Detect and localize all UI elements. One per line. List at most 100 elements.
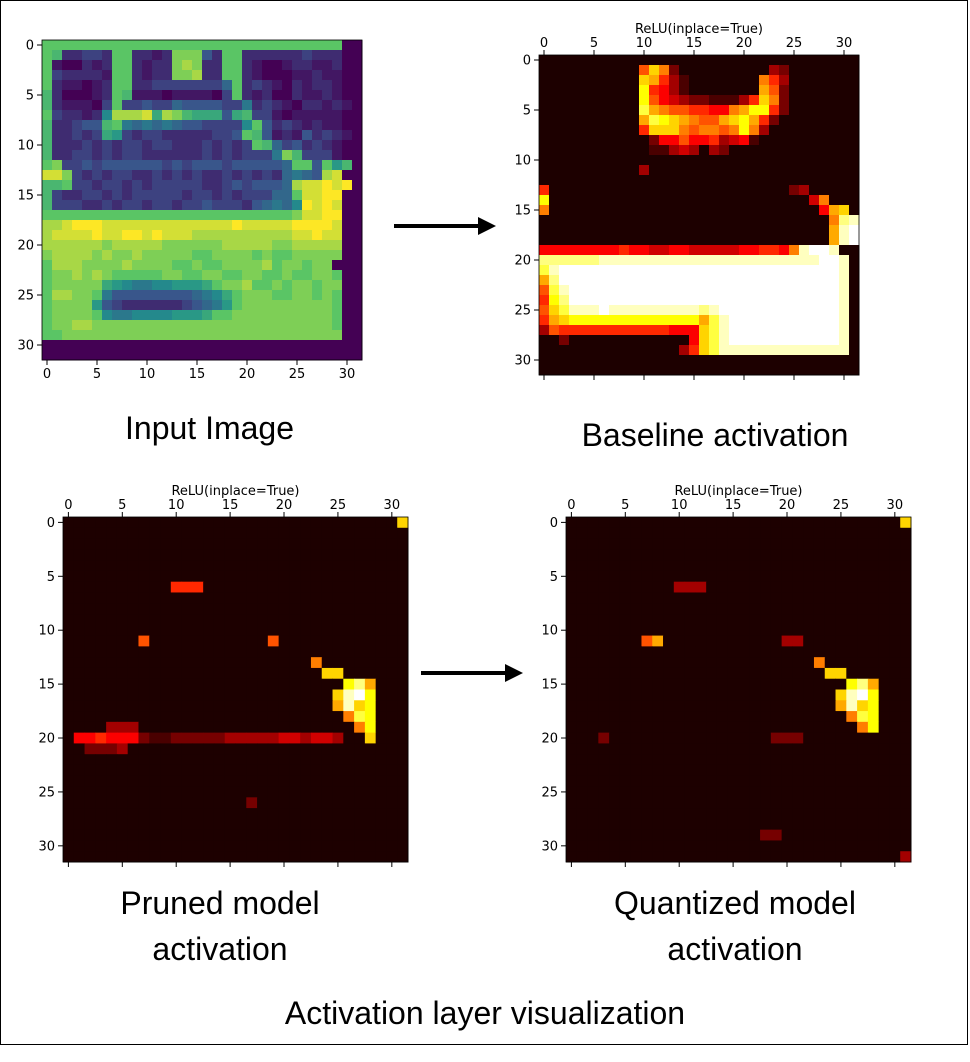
heatmap-cell [659,215,670,226]
heatmap-cell [781,851,793,863]
heatmap-cell [289,560,301,572]
heatmap-cell [322,340,333,351]
heatmap-cell [322,200,333,211]
heatmap-cell [142,200,153,211]
heatmap-cell [202,160,213,171]
heatmap-cell [122,240,133,251]
heatmap-cell [839,345,850,356]
heatmap-cell [673,624,686,637]
heatmap-cell [878,635,890,647]
heatmap-cell [799,55,810,66]
heatmap-cell [781,635,793,647]
heatmap-cell [699,245,710,256]
heatmap-cell [759,295,770,306]
heatmap-cell [639,265,650,276]
heatmap-cell [282,200,293,211]
heatmap-cell [95,818,107,831]
heatmap-cell [138,592,150,604]
heatmap-cell [663,797,675,809]
heatmap-cell [587,743,599,755]
heatmap-cell [749,215,760,226]
heatmap-cell [857,721,869,734]
heatmap-cell [212,330,223,341]
heatmap-cell [641,678,653,690]
heatmap-cell [172,120,183,131]
heatmap-cell [112,350,123,361]
heatmap-cell [252,310,263,321]
heatmap-cell [609,135,620,146]
heatmap-cell [181,851,193,863]
heatmap-cell [663,549,675,561]
heatmap-cell [112,90,123,101]
heatmap-cell [182,270,193,281]
heatmap-cell [781,592,793,604]
heatmap-cell [138,851,150,863]
heatmap-cell [321,624,334,637]
heatmap-cell [343,711,355,723]
heatmap-cell [267,592,280,604]
heatmap-cell [641,592,653,604]
heatmap-cell [82,290,93,301]
heatmap-cell [709,255,720,266]
heatmap-cell [397,560,409,572]
heatmap-cell [138,581,150,593]
heatmap-cell [749,295,760,306]
heatmap-cell [232,70,243,81]
heatmap-cell [770,743,783,755]
heatmap-cell [192,657,204,669]
heatmap-cell [92,320,103,331]
heatmap-cell [235,689,247,701]
heatmap-cell [116,818,129,831]
heatmap-cell [352,160,363,171]
heatmap-cell [63,603,75,615]
heatmap-cell [63,560,75,572]
heatmap-cell [829,285,840,296]
heatmap-cell [598,764,610,777]
heatmap-cell [652,764,664,777]
heatmap-cell [579,325,590,336]
heatmap-cell [397,711,409,723]
heatmap-cell [809,315,820,326]
heatmap-cell [192,290,203,301]
heatmap-cell [569,75,580,86]
heatmap-cell [649,195,660,206]
heatmap-cell [342,40,353,51]
heatmap-cell [699,355,710,366]
heatmap-cell [900,711,912,723]
heatmap-cell [132,190,143,201]
heatmap-cell [673,743,686,755]
heatmap-cell [242,150,253,161]
heatmap-cell [300,581,312,593]
heatmap-cell [116,635,129,647]
heatmap-cell [332,657,344,669]
heatmap-cell [839,175,850,186]
heatmap-cell [312,60,323,71]
heatmap-cell [900,775,912,788]
heatmap-cell [695,754,707,766]
heatmap-cell [639,105,650,116]
heatmap-cell [739,335,750,346]
heatmap-cell [619,215,630,226]
heatmap-cell [770,678,783,690]
heatmap-cell [92,310,103,321]
heatmap-cell [352,320,363,331]
heatmap-cell [789,265,800,276]
heatmap-cell [679,285,690,296]
heatmap-cell [846,538,858,550]
heatmap-cell [759,315,770,326]
heatmap-cell [162,290,173,301]
heatmap-cell [300,754,312,766]
heatmap-cell [212,180,223,191]
heatmap-cell [102,270,113,281]
heatmap-cell [589,225,600,236]
heatmap-cell [235,570,247,583]
heatmap-cell [770,829,783,841]
heatmap-cell [641,786,653,798]
heatmap-cell [321,657,334,669]
axes-frame [538,54,860,376]
heatmap-cell [132,110,143,121]
heatmap-cell [799,65,810,76]
heatmap-cell [878,764,890,777]
heatmap-cell [203,732,215,744]
heatmap-cell [272,100,283,111]
